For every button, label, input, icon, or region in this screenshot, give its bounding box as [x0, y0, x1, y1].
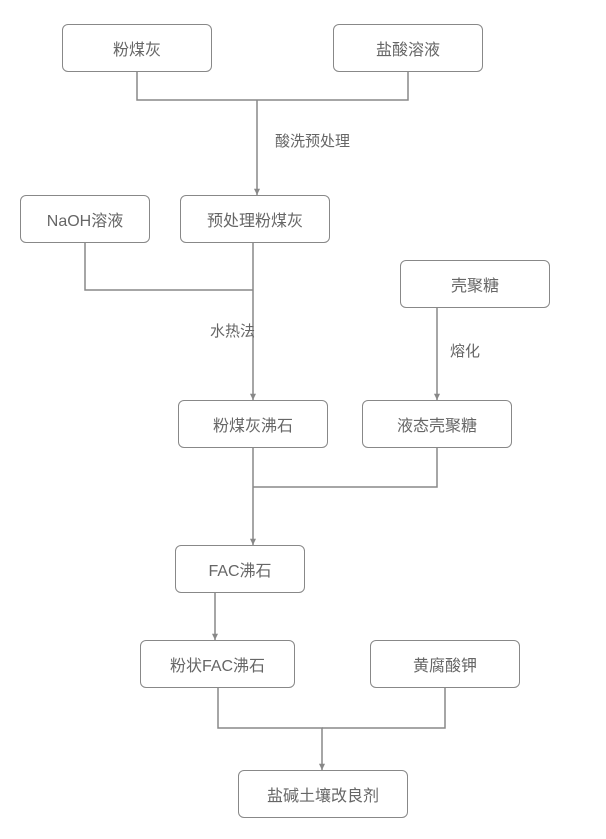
node-fac-zeolite: FAC沸石: [175, 545, 305, 593]
node-label: 盐碱土壤改良剂: [267, 782, 379, 806]
node-fly-ash: 粉煤灰: [62, 24, 212, 72]
node-pretreated: 预处理粉煤灰: [180, 195, 330, 243]
edge-flyash-hcl-merge: [137, 72, 408, 100]
node-fulvic: 黄腐酸钾: [370, 640, 520, 688]
node-fa-zeolite: 粉煤灰沸石: [178, 400, 328, 448]
node-product: 盐碱土壤改良剂: [238, 770, 408, 818]
node-label: 黄腐酸钾: [413, 652, 477, 676]
edge-label-hydrothermal: 水热法: [210, 320, 255, 341]
node-label: 粉煤灰: [113, 36, 161, 60]
edge-label-acid-wash: 酸洗预处理: [275, 130, 350, 151]
node-powder-fac: 粉状FAC沸石: [140, 640, 295, 688]
edge-fulvic-down: [322, 688, 445, 728]
node-label: 预处理粉煤灰: [207, 207, 303, 231]
node-label: FAC沸石: [208, 557, 271, 581]
node-label: 壳聚糖: [451, 272, 499, 296]
edge-liquid-to-merge2: [253, 448, 437, 487]
node-label: 液态壳聚糖: [397, 412, 477, 436]
edge-naoh-down: [85, 243, 253, 290]
edge-powder-to-product: [218, 688, 322, 770]
node-label: 盐酸溶液: [376, 36, 440, 60]
node-label: 粉状FAC沸石: [170, 652, 265, 676]
node-chitosan: 壳聚糖: [400, 260, 550, 308]
node-label: NaOH溶液: [47, 207, 123, 231]
node-liquid-chitosan: 液态壳聚糖: [362, 400, 512, 448]
node-hcl: 盐酸溶液: [333, 24, 483, 72]
node-naoh: NaOH溶液: [20, 195, 150, 243]
node-label: 粉煤灰沸石: [213, 412, 293, 436]
edge-label-melt: 熔化: [450, 340, 480, 361]
